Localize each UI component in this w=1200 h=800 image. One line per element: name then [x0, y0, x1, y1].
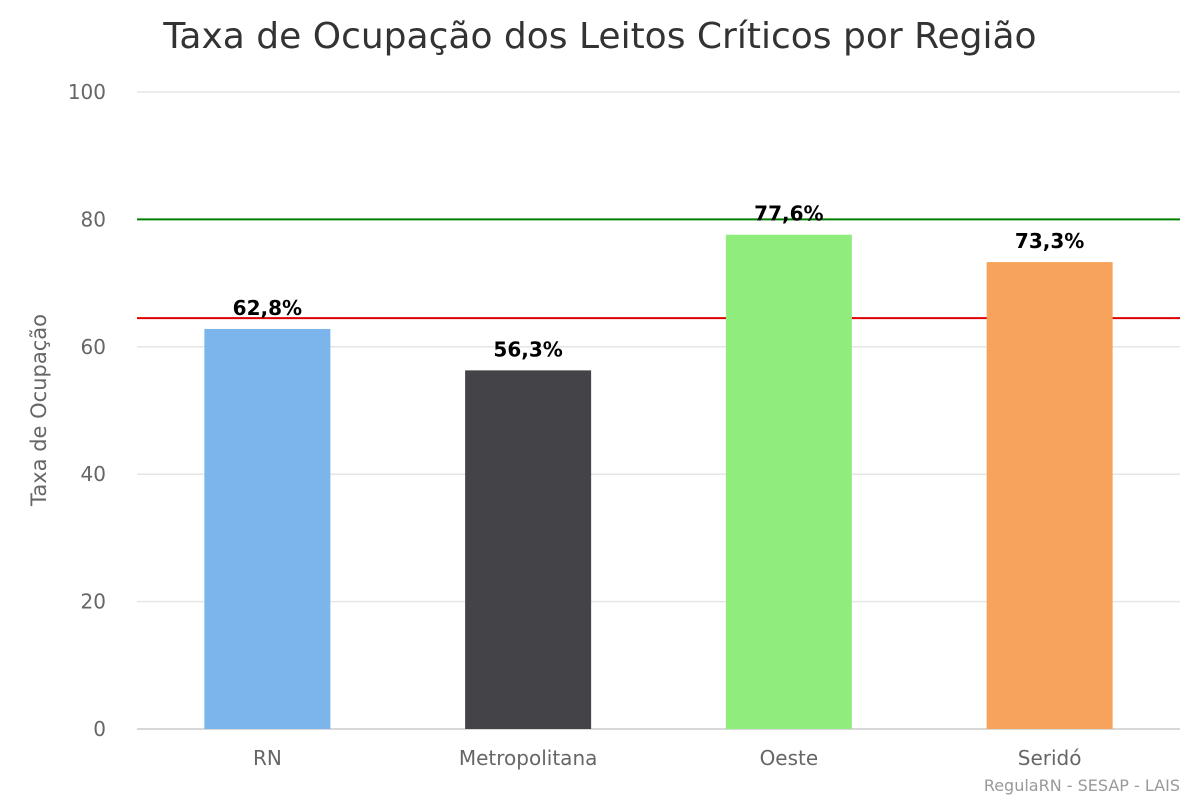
- y-axis-labels: 0 20 40 60 80 100: [68, 80, 106, 741]
- data-label: 56,3%: [493, 337, 562, 361]
- y-tick-label: 20: [81, 590, 106, 614]
- data-label: 62,8%: [233, 296, 302, 320]
- y-tick-label: 0: [93, 717, 106, 741]
- x-tick-label: Seridó: [1018, 746, 1082, 770]
- bar: [465, 370, 592, 729]
- y-axis-title: Taxa de Ocupação: [27, 314, 51, 507]
- bars: [204, 234, 1113, 730]
- y-tick-label: 100: [68, 80, 106, 104]
- data-label: 73,3%: [1015, 229, 1084, 253]
- credits: RegulaRN - SESAP - LAIS: [984, 776, 1180, 795]
- y-tick-label: 80: [81, 207, 106, 231]
- x-axis-labels: RN Metropolitana Oeste Seridó: [253, 746, 1082, 770]
- chart-title: Taxa de Ocupação dos Leitos Críticos por…: [162, 16, 1036, 57]
- bar: [725, 234, 852, 730]
- bar: [204, 328, 331, 729]
- y-tick-label: 40: [81, 462, 106, 486]
- x-tick-label: RN: [253, 746, 282, 770]
- bar: [986, 262, 1113, 729]
- data-labels: 62,8% 56,3% 77,6% 73,3%: [233, 202, 1085, 362]
- data-label: 77,6%: [754, 202, 823, 226]
- y-tick-label: 60: [81, 335, 106, 359]
- x-tick-label: Metropolitana: [459, 746, 598, 770]
- x-tick-label: Oeste: [760, 746, 819, 770]
